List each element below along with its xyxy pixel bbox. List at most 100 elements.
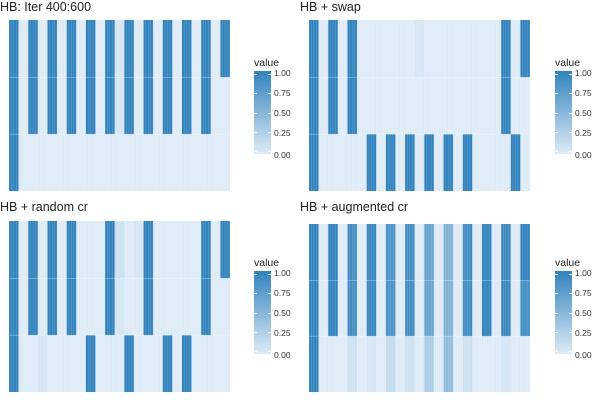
heatmap-cell <box>85 134 96 191</box>
legend-title: value <box>254 57 280 69</box>
legend-tickmark <box>555 351 558 352</box>
heatmap-cell <box>143 335 154 392</box>
heatmap-cell <box>181 221 192 279</box>
heatmap-cell <box>47 221 58 279</box>
legend-tick-label: 0.50 <box>274 108 291 118</box>
heatmap-cell <box>309 134 319 191</box>
heatmap-cell <box>181 20 192 78</box>
heatmap-cell <box>443 280 454 337</box>
legend-tick-label: 0.75 <box>575 288 592 298</box>
heatmap-plot <box>9 20 230 191</box>
heatmap-cell <box>520 20 530 78</box>
heatmap-cell <box>210 278 221 336</box>
heatmap-cell <box>201 335 212 392</box>
heatmap-cell <box>453 20 464 78</box>
heatmap-cell <box>57 77 67 135</box>
legend-tick-label: 0.50 <box>274 308 291 318</box>
heatmap-cell <box>37 20 48 78</box>
heatmap-cell <box>510 20 521 78</box>
heatmap-cell <box>114 77 125 135</box>
heatmap-cell <box>472 336 483 392</box>
heatmap-cell <box>153 134 164 191</box>
heatmap-cell <box>28 221 39 279</box>
legend-tickmark <box>254 332 257 333</box>
legend-tickmark <box>254 113 257 114</box>
chart-panel-4: HB + augmented cr value 1.00 0.75 0.50 0… <box>300 200 600 400</box>
heatmap-cell <box>501 336 512 392</box>
heatmap-cell <box>18 134 29 191</box>
heatmap-cell <box>181 278 192 336</box>
heatmap-cell <box>433 20 444 78</box>
legend-tick-label: 0.00 <box>274 350 291 360</box>
heatmap-cell <box>95 77 106 135</box>
heatmap-cell <box>220 20 230 78</box>
heatmap-cell <box>433 224 444 281</box>
heatmap-cell <box>220 221 230 279</box>
heatmap-cell <box>47 335 58 392</box>
heatmap-cell <box>309 77 319 135</box>
heatmap-cell <box>366 20 377 78</box>
heatmap-cell <box>357 134 367 191</box>
heatmap-cell <box>172 20 183 78</box>
heatmap-cell <box>472 77 483 135</box>
legend-title: value <box>555 257 581 269</box>
heatmap-cell <box>376 280 387 337</box>
heatmap-cell <box>191 221 202 279</box>
heatmap-cell <box>424 336 435 392</box>
heatmap-cell <box>143 77 154 135</box>
heatmap-cell <box>481 20 492 78</box>
heatmap-plot <box>309 20 530 191</box>
heatmap-cell <box>18 77 29 135</box>
legend-tick-label: 1.00 <box>274 268 291 278</box>
heatmap-cell <box>191 77 202 135</box>
heatmap-cell <box>337 20 348 78</box>
heatmap-cell <box>162 20 173 78</box>
heatmap-cell <box>472 280 483 337</box>
legend-tick-label: 0.50 <box>575 308 592 318</box>
heatmap-cell <box>37 335 48 392</box>
heatmap-cell <box>395 224 406 281</box>
legend-tickmark <box>268 313 271 314</box>
legend-tick-label: 0.75 <box>274 288 291 298</box>
heatmap-cell <box>153 221 164 279</box>
heatmap-cell <box>453 134 464 191</box>
heatmap-cell <box>453 77 464 135</box>
heatmap-cell <box>328 77 339 135</box>
legend-colorbar <box>555 71 572 154</box>
heatmap-cell <box>124 335 135 392</box>
heatmap-cell <box>124 77 135 135</box>
heatmap-cell <box>501 280 512 337</box>
heatmap-cell <box>162 221 173 279</box>
chart-title: HB + augmented cr <box>300 200 409 214</box>
heatmap-cell <box>220 77 230 135</box>
legend-tickmark <box>254 132 257 133</box>
heatmap-cell <box>318 134 329 191</box>
heatmap-cell <box>318 224 329 281</box>
heatmap-cell <box>520 77 530 135</box>
heatmap-cell <box>95 221 106 279</box>
heatmap-cell <box>181 335 192 392</box>
heatmap-cell <box>85 20 96 78</box>
heatmap-cell <box>347 77 358 135</box>
heatmap-cell <box>414 77 425 135</box>
heatmap-cell <box>143 278 154 336</box>
heatmap-cell <box>37 221 48 279</box>
heatmap-cell <box>9 134 19 191</box>
heatmap-cell <box>143 20 154 78</box>
heatmap-cell <box>66 134 77 191</box>
heatmap-cell <box>57 221 67 279</box>
heatmap-cell <box>443 224 454 281</box>
heatmap-cell <box>47 77 58 135</box>
heatmap-cell <box>366 336 377 392</box>
heatmap-cell <box>462 134 473 191</box>
heatmap-cell <box>57 278 67 336</box>
heatmap-cell <box>501 224 512 281</box>
heatmap-cell <box>76 278 87 336</box>
heatmap-cell <box>153 20 164 78</box>
legend-tickmark <box>569 74 572 75</box>
heatmap-cell <box>385 20 396 78</box>
heatmap-cell <box>443 20 454 78</box>
heatmap-cell <box>385 134 396 191</box>
heatmap-cell <box>424 20 435 78</box>
heatmap-cell <box>181 77 192 135</box>
